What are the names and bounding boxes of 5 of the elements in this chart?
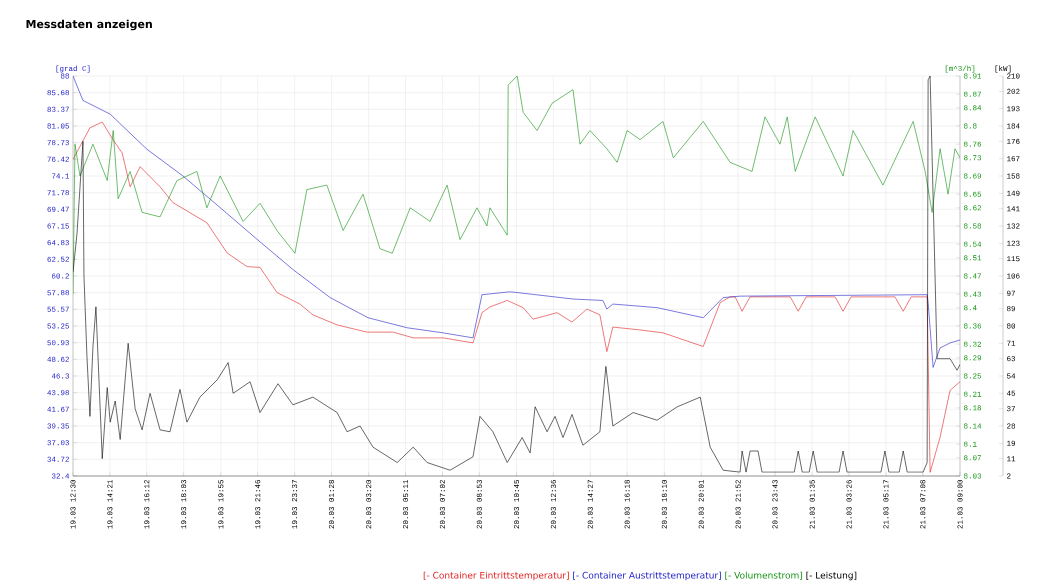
text: [- Container Eintrittstemperatur] bbox=[423, 571, 569, 581]
chart-title: Messdaten anzeigen bbox=[26, 19, 152, 31]
text: [- Leistung] bbox=[806, 571, 857, 581]
text: [- Container Austrittstemperatur] bbox=[573, 571, 721, 581]
text: [- Volumenstrom] bbox=[725, 571, 803, 580]
